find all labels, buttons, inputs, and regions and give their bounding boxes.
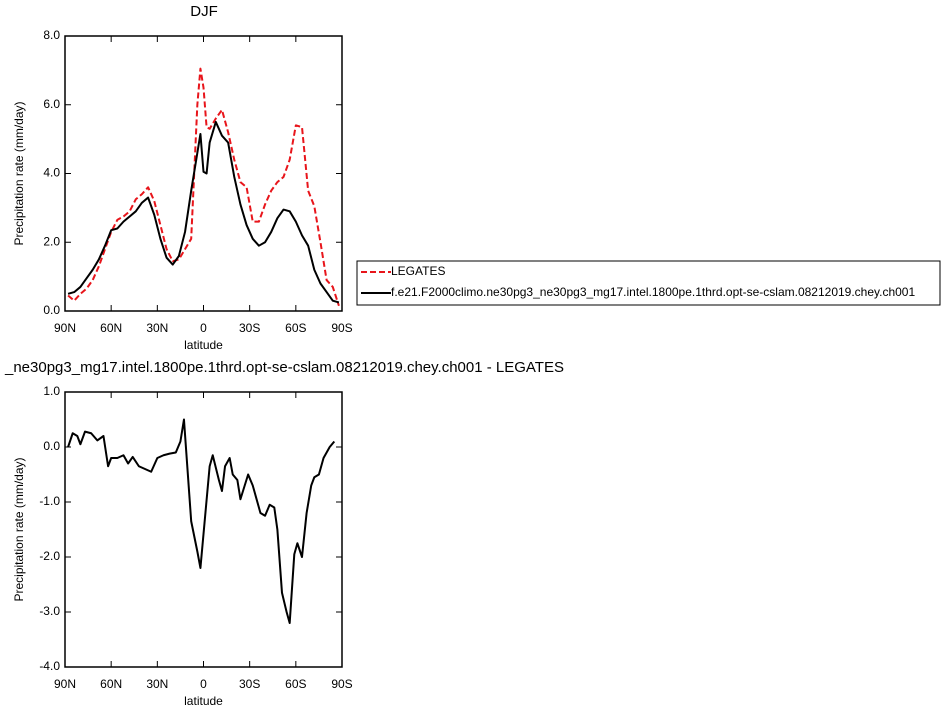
legend-label: LEGATES — [391, 264, 445, 278]
chart-title: DJF — [190, 3, 218, 20]
x-tick-label: 90N — [54, 677, 76, 691]
y-axis-label: Precipitation rate (mm/day) — [12, 457, 26, 601]
x-tick-label: 30N — [146, 321, 168, 335]
x-tick-label: 0 — [200, 321, 207, 335]
y-tick-label: 1.0 — [43, 384, 60, 398]
y-tick-label: 0.0 — [43, 439, 60, 453]
data-line — [67, 418, 336, 624]
plot-frame — [64, 35, 343, 312]
x-tick-label: 90S — [331, 677, 352, 691]
x-tick-label: 30N — [146, 677, 168, 691]
y-tick-label: 2.0 — [43, 234, 60, 248]
legend-label: f.e21.F2000climo.ne30pg3_ne30pg3_mg17.in… — [391, 285, 915, 299]
y-tick-label: -3.0 — [39, 604, 60, 618]
y-tick-label: 4.0 — [43, 166, 60, 180]
y-axis-label: Precipitation rate (mm/day) — [12, 101, 26, 245]
y-tick-label: 0.0 — [43, 303, 60, 317]
legend-box — [356, 260, 941, 306]
x-tick-label: 90S — [331, 321, 352, 335]
x-tick-label: 60S — [285, 321, 306, 335]
chart-title: _ne30pg3_mg17.intel.1800pe.1thrd.opt-se-… — [4, 359, 564, 376]
y-tick-label: 6.0 — [43, 97, 60, 111]
x-tick-label: 0 — [200, 677, 207, 691]
data-line — [67, 67, 340, 307]
y-tick-label: -4.0 — [39, 659, 60, 673]
x-tick-label: 60S — [285, 677, 306, 691]
x-tick-label: 30S — [239, 677, 260, 691]
y-tick-label: 8.0 — [43, 28, 60, 42]
x-tick-label: 60N — [100, 677, 122, 691]
x-axis-label: latitude — [184, 338, 223, 352]
x-tick-label: 90N — [54, 321, 76, 335]
x-tick-label: 30S — [239, 321, 260, 335]
y-tick-label: -1.0 — [39, 494, 60, 508]
data-line — [67, 120, 340, 304]
x-tick-label: 60N — [100, 321, 122, 335]
x-axis-label: latitude — [184, 694, 223, 708]
y-tick-label: -2.0 — [39, 549, 60, 563]
